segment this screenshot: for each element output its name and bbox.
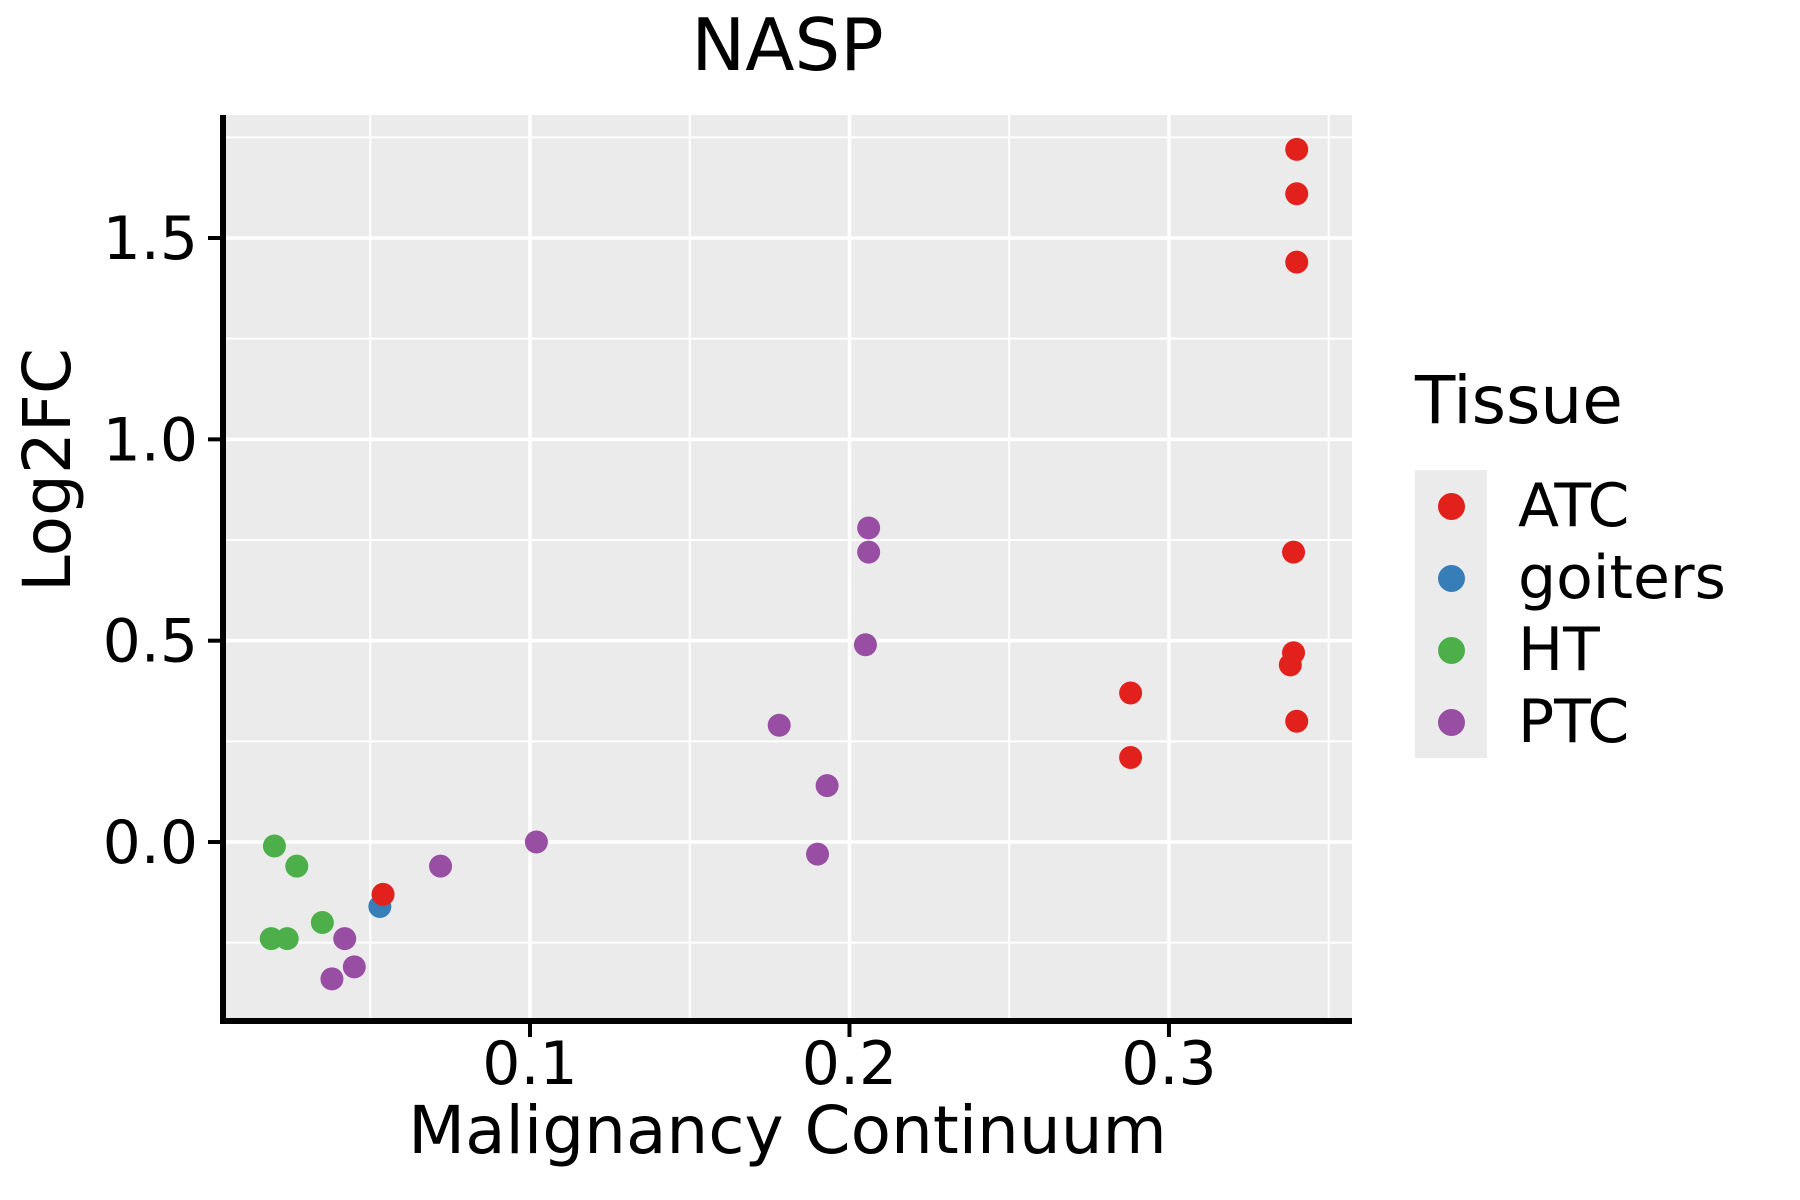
ptc-dot-icon [1437, 708, 1465, 736]
y-tick-label: 0.0 [103, 808, 198, 878]
y-axis-title: Log2FC [9, 348, 86, 592]
plot-title: NASP [691, 3, 884, 87]
data-point-PTC [524, 830, 548, 854]
data-point-ATC [1285, 250, 1309, 274]
data-point-PTC [857, 540, 881, 564]
data-point-HT [285, 854, 309, 878]
x-tick-label: 0.2 [802, 1029, 897, 1099]
legend-items: ATC goiters HT PTC [1415, 470, 1726, 758]
data-point-ATC [1285, 709, 1309, 733]
legend-item-ht: HT [1415, 614, 1726, 686]
data-point-PTC [333, 927, 357, 951]
x-axis-title: Malignancy Continuum [408, 1092, 1167, 1169]
legend: Tissue ATC goiters HT PTC [1415, 368, 1726, 758]
x-tick-label: 0.3 [1121, 1029, 1216, 1099]
plot-panel [223, 115, 1352, 1020]
data-point-PTC [815, 774, 839, 798]
data-point-PTC [342, 955, 366, 979]
legend-key-box [1415, 686, 1487, 758]
data-point-PTC [857, 516, 881, 540]
data-point-HT [275, 927, 299, 951]
data-point-PTC [429, 854, 453, 878]
data-point-ATC [371, 882, 395, 906]
y-tick-label: 0.5 [103, 607, 198, 677]
data-point-HT [259, 927, 283, 951]
legend-item-goiters: goiters [1415, 542, 1726, 614]
data-point-ATC [1119, 681, 1143, 705]
legend-key-box [1415, 470, 1487, 542]
legend-label: HT [1518, 615, 1600, 685]
data-point-HT [262, 834, 286, 858]
data-point-ATC [1282, 540, 1306, 564]
data-point-ATC [1119, 745, 1143, 769]
data-point-PTC [767, 713, 791, 737]
data-point-HT [310, 911, 334, 935]
data-point-PTC [853, 633, 877, 657]
data-point-PTC [806, 842, 830, 866]
x-tick-label: 0.1 [482, 1029, 577, 1099]
legend-label: goiters [1518, 543, 1726, 613]
ht-dot-icon [1437, 636, 1465, 664]
atc-dot-icon [1437, 492, 1465, 520]
data-point-ATC [1285, 182, 1309, 206]
legend-label: ATC [1518, 471, 1630, 541]
data-point-ATC [1278, 653, 1302, 677]
legend-item-ptc: PTC [1415, 686, 1726, 758]
legend-key-box [1415, 542, 1487, 614]
legend-key-box [1415, 614, 1487, 686]
legend-label: PTC [1518, 687, 1630, 757]
y-tick-label: 1.0 [103, 405, 198, 475]
data-point-ATC [1285, 137, 1309, 161]
y-tick-label: 1.5 [103, 204, 198, 274]
data-point-PTC [320, 967, 344, 991]
legend-item-atc: ATC [1415, 470, 1726, 542]
goiters-dot-icon [1437, 564, 1465, 592]
legend-title: Tissue [1415, 362, 1623, 439]
